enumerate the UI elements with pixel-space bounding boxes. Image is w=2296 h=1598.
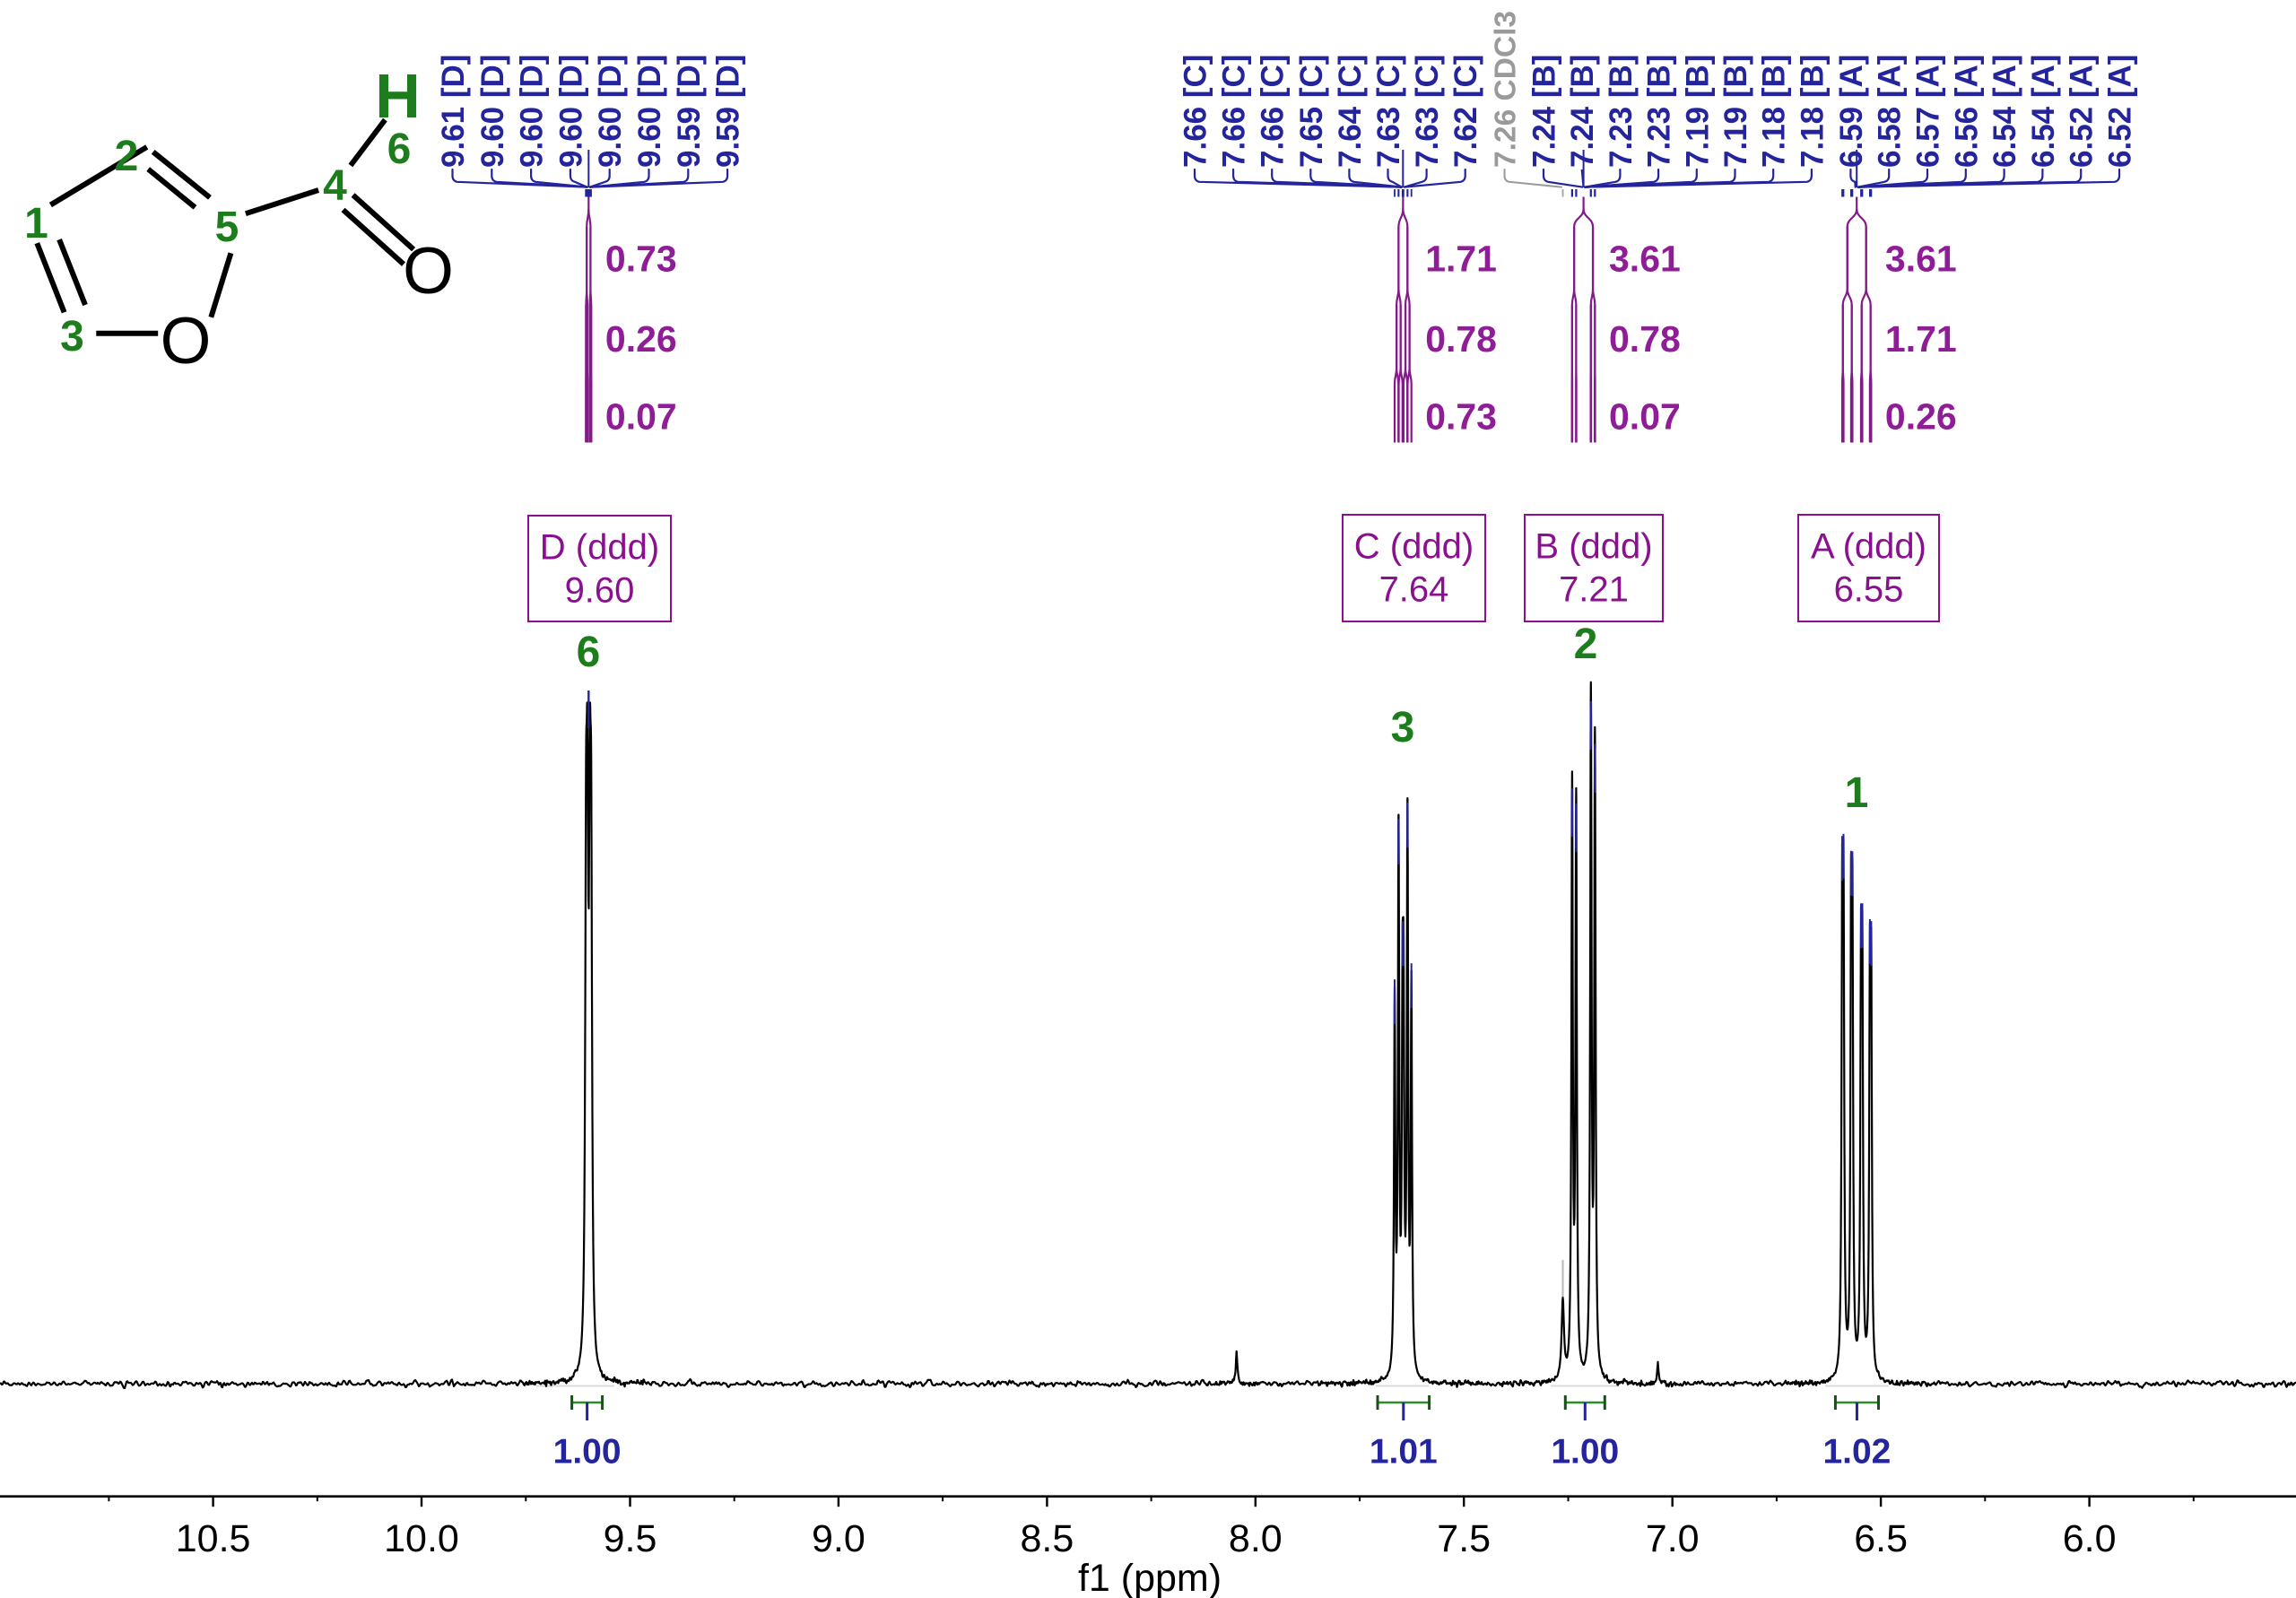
svg-text:1.01: 1.01: [1370, 1432, 1438, 1471]
svg-text:0.07: 0.07: [605, 396, 677, 438]
svg-text:2: 2: [115, 133, 139, 180]
svg-text:7.26 CDCl3: 7.26 CDCl3: [1490, 11, 1523, 168]
svg-text:3.61: 3.61: [1609, 239, 1681, 280]
svg-text:9.61 [D]: 9.61 [D]: [436, 55, 471, 168]
svg-text:10.0: 10.0: [384, 1517, 459, 1560]
svg-text:6.55: 6.55: [1834, 570, 1904, 610]
svg-text:0.73: 0.73: [1425, 396, 1497, 438]
svg-text:1: 1: [24, 200, 48, 248]
svg-text:3: 3: [60, 313, 84, 360]
svg-text:6: 6: [387, 126, 412, 173]
svg-text:B (ddd): B (ddd): [1535, 527, 1652, 567]
svg-text:7.62 [C]: 7.62 [C]: [1448, 55, 1483, 168]
svg-text:6.59 [A]: 6.59 [A]: [1834, 55, 1869, 168]
svg-text:5: 5: [215, 204, 239, 251]
svg-text:C (ddd): C (ddd): [1354, 527, 1474, 567]
svg-text:0.26: 0.26: [1885, 396, 1957, 438]
svg-text:7.23 [B]: 7.23 [B]: [1604, 55, 1639, 168]
svg-text:7.63 [C]: 7.63 [C]: [1371, 55, 1406, 168]
svg-text:7.19 [B]: 7.19 [B]: [1718, 55, 1753, 168]
svg-text:1.00: 1.00: [553, 1432, 622, 1471]
svg-text:1.71: 1.71: [1885, 318, 1957, 360]
svg-text:7.66 [C]: 7.66 [C]: [1217, 55, 1252, 168]
svg-text:A (ddd): A (ddd): [1811, 527, 1926, 567]
svg-text:7.65 [C]: 7.65 [C]: [1294, 55, 1329, 168]
svg-text:7.19 [B]: 7.19 [B]: [1680, 55, 1715, 168]
svg-text:6.0: 6.0: [2063, 1517, 2117, 1560]
svg-text:7.63 [C]: 7.63 [C]: [1410, 55, 1445, 168]
svg-text:7.18 [B]: 7.18 [B]: [1757, 55, 1792, 168]
svg-text:6.5: 6.5: [1854, 1517, 1908, 1560]
svg-text:0.73: 0.73: [605, 239, 677, 280]
svg-text:6: 6: [577, 629, 601, 676]
svg-text:10.5: 10.5: [176, 1517, 251, 1560]
svg-text:9.59 [D]: 9.59 [D]: [672, 55, 707, 168]
svg-text:6.58 [A]: 6.58 [A]: [1873, 55, 1908, 168]
svg-text:7.5: 7.5: [1437, 1517, 1491, 1560]
svg-text:f1 (ppm): f1 (ppm): [1078, 1557, 1222, 1598]
svg-text:7.66 [C]: 7.66 [C]: [1178, 55, 1213, 168]
svg-text:7.0: 7.0: [1646, 1517, 1700, 1560]
svg-text:O: O: [161, 305, 212, 378]
svg-text:0.26: 0.26: [605, 318, 677, 360]
svg-text:9.60 [D]: 9.60 [D]: [553, 55, 588, 168]
svg-text:1.00: 1.00: [1551, 1432, 1619, 1471]
svg-text:H: H: [375, 61, 421, 131]
svg-text:7.64: 7.64: [1379, 570, 1449, 610]
svg-text:9.60 [D]: 9.60 [D]: [515, 55, 550, 168]
svg-text:0.07: 0.07: [1609, 396, 1681, 438]
svg-text:3.61: 3.61: [1885, 239, 1957, 280]
svg-text:6.52 [A]: 6.52 [A]: [2103, 55, 2138, 168]
svg-text:1: 1: [1845, 769, 1869, 817]
svg-text:9.60 [D]: 9.60 [D]: [593, 55, 628, 168]
svg-text:6.57 [A]: 6.57 [A]: [1911, 55, 1946, 168]
svg-text:6.56 [A]: 6.56 [A]: [1949, 55, 1984, 168]
svg-text:0.78: 0.78: [1609, 318, 1681, 360]
svg-text:3: 3: [1391, 704, 1415, 751]
svg-text:9.60: 9.60: [565, 571, 635, 611]
svg-text:9.59 [D]: 9.59 [D]: [711, 55, 746, 168]
svg-text:9.0: 9.0: [812, 1517, 865, 1560]
svg-text:7.24 [B]: 7.24 [B]: [1565, 55, 1600, 168]
svg-text:O: O: [403, 235, 454, 308]
svg-text:6.54 [A]: 6.54 [A]: [1987, 55, 2022, 168]
svg-text:7.66 [C]: 7.66 [C]: [1256, 55, 1291, 168]
svg-text:9.60 [D]: 9.60 [D]: [475, 55, 510, 168]
svg-text:1.02: 1.02: [1822, 1432, 1891, 1471]
svg-text:7.64 [C]: 7.64 [C]: [1333, 55, 1368, 168]
svg-text:9.5: 9.5: [604, 1517, 657, 1560]
svg-text:2: 2: [1574, 621, 1598, 668]
svg-text:D (ddd): D (ddd): [540, 528, 659, 568]
svg-text:9.60 [D]: 9.60 [D]: [632, 55, 667, 168]
svg-text:0.78: 0.78: [1425, 318, 1497, 360]
svg-text:8.5: 8.5: [1021, 1517, 1074, 1560]
svg-text:4: 4: [323, 162, 347, 210]
svg-text:7.21: 7.21: [1559, 570, 1629, 610]
svg-text:7.24 [B]: 7.24 [B]: [1527, 55, 1562, 168]
svg-text:6.54 [A]: 6.54 [A]: [2026, 55, 2061, 168]
svg-text:1.71: 1.71: [1425, 239, 1497, 280]
svg-text:8.0: 8.0: [1229, 1517, 1283, 1560]
svg-text:7.23 [B]: 7.23 [B]: [1642, 55, 1677, 168]
svg-text:7.18 [B]: 7.18 [B]: [1795, 55, 1830, 168]
svg-text:6.52 [A]: 6.52 [A]: [2065, 55, 2100, 168]
